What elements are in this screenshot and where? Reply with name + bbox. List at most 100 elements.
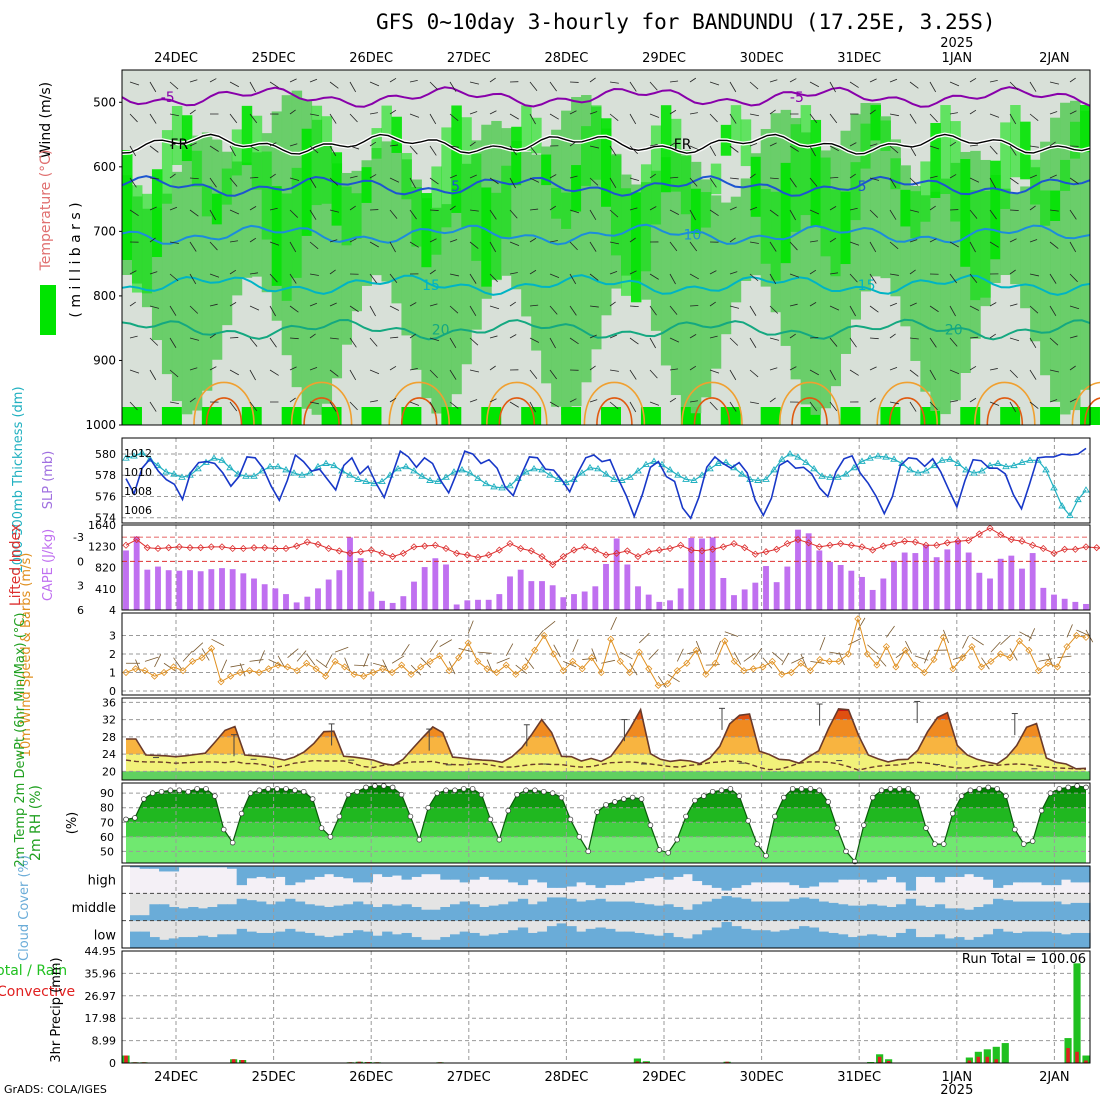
rh2m-point	[167, 787, 174, 794]
wind-speed-point	[863, 650, 871, 658]
upper-wind-barb	[169, 206, 178, 211]
cloud-middle-cell	[1012, 901, 1023, 921]
upper-wind-barb	[989, 145, 998, 155]
cape-bar	[795, 529, 801, 610]
thickness-point	[1058, 502, 1066, 509]
cloud-low-cell	[663, 932, 674, 948]
wind-speed-point	[255, 668, 263, 677]
cloud-middle-cell	[256, 901, 267, 921]
precip-convective-bar	[635, 1061, 640, 1063]
cloud-low-cell	[1012, 932, 1023, 948]
upper-wind-barb	[669, 80, 679, 83]
cloud-level-label: low	[94, 928, 117, 943]
upper-wind-barb	[189, 241, 197, 252]
lifted-index-point	[314, 540, 322, 548]
cloud-middle-cell	[178, 908, 189, 921]
rh-band	[900, 165, 911, 327]
rh2m-point	[701, 793, 707, 799]
rh2m-point	[638, 796, 645, 802]
rh2m-point	[745, 818, 751, 824]
cloud-high-cell	[440, 866, 451, 880]
upper-wind-barb	[429, 369, 438, 379]
upper-wind-barb	[369, 305, 376, 317]
upper-wind-barb	[249, 176, 259, 179]
wind-barb	[344, 657, 351, 671]
wind-barb	[867, 644, 879, 655]
upper-wind-barb	[909, 369, 919, 377]
rh-band-high	[451, 105, 462, 213]
upper-wind-barb	[309, 241, 319, 250]
cloud-high-cell	[343, 866, 354, 879]
thickness-point	[634, 467, 642, 474]
wind-barb	[496, 657, 510, 664]
wind-speed-point	[303, 659, 311, 667]
upper-wind-barb	[229, 337, 239, 339]
cloud-middle-cell	[750, 901, 761, 921]
cloud-low-cell	[993, 928, 1004, 948]
cloud-low-cell	[721, 922, 732, 948]
wind-speed-point	[664, 680, 672, 688]
wind-speed-point	[920, 668, 928, 677]
cloud-middle-cell	[954, 908, 965, 921]
upper-wind-barb	[829, 305, 840, 311]
cape-bar	[667, 600, 673, 610]
cape-bar	[485, 599, 492, 610]
precip-convective-bar	[231, 1059, 236, 1063]
upper-wind-barb	[149, 271, 158, 275]
wind-speed-point	[740, 667, 748, 675]
upper-wind-barb	[1009, 177, 1019, 185]
rh2m-point	[496, 836, 503, 843]
wind-speed-point	[445, 667, 453, 675]
rh-band-high	[261, 151, 273, 240]
cape-bar	[1061, 598, 1068, 610]
cape-bar	[144, 569, 151, 610]
wind-speed-point	[645, 665, 653, 673]
cape-bar	[421, 567, 428, 610]
upper-wind-barb	[809, 269, 817, 275]
cape-bar	[368, 591, 375, 610]
lifted-index-point	[815, 543, 823, 551]
upper-wind-barb	[289, 397, 296, 403]
thickness-point	[938, 456, 946, 463]
upper-wind-barb	[409, 209, 417, 220]
wind-barb	[258, 650, 265, 664]
precip-total-bar	[1073, 963, 1081, 1063]
upper-wind-barb	[749, 273, 759, 282]
cloud-middle-cell	[537, 901, 548, 921]
cloud-high-cell	[197, 866, 209, 868]
cape-ytick: 1640	[88, 519, 116, 532]
rh-band	[421, 198, 432, 399]
thickness-point	[610, 475, 618, 482]
lifted-index-point	[794, 536, 802, 544]
rh-band	[820, 150, 832, 409]
precip-total-bar	[633, 1058, 641, 1063]
upper-wind-barb	[669, 109, 677, 115]
upper-wind-barb	[649, 305, 657, 316]
rh-band	[241, 162, 253, 278]
upper-wind-barb	[889, 78, 898, 83]
upper-wind-barb	[969, 77, 977, 83]
wind-barb	[667, 674, 680, 683]
rh2m-point	[212, 793, 218, 799]
cloud-low-cell	[401, 932, 412, 948]
cloud-high-cell	[517, 866, 529, 886]
wind-speed-line	[125, 616, 1087, 687]
upper-wind-barb	[289, 78, 297, 83]
upper-wind-barb	[649, 173, 656, 179]
dewpoint-line	[125, 759, 1087, 771]
thickness-point	[282, 466, 290, 473]
rh-band-high	[411, 187, 422, 247]
upper-wind-barb	[929, 305, 939, 313]
upper-wind-barb	[609, 177, 617, 189]
cloud-low-cell	[886, 937, 897, 948]
rh-band	[321, 143, 333, 404]
cloud-middle-cell	[624, 901, 635, 921]
thickness-point	[674, 471, 682, 478]
rh-band-high	[770, 191, 782, 281]
thickness-point	[218, 456, 226, 463]
upper-wind-barb	[669, 337, 680, 343]
temp-line	[126, 707, 1087, 770]
lifted-index-point	[1050, 549, 1058, 557]
cloud-low-cell	[498, 932, 509, 948]
upper-wind-barb	[629, 270, 637, 275]
